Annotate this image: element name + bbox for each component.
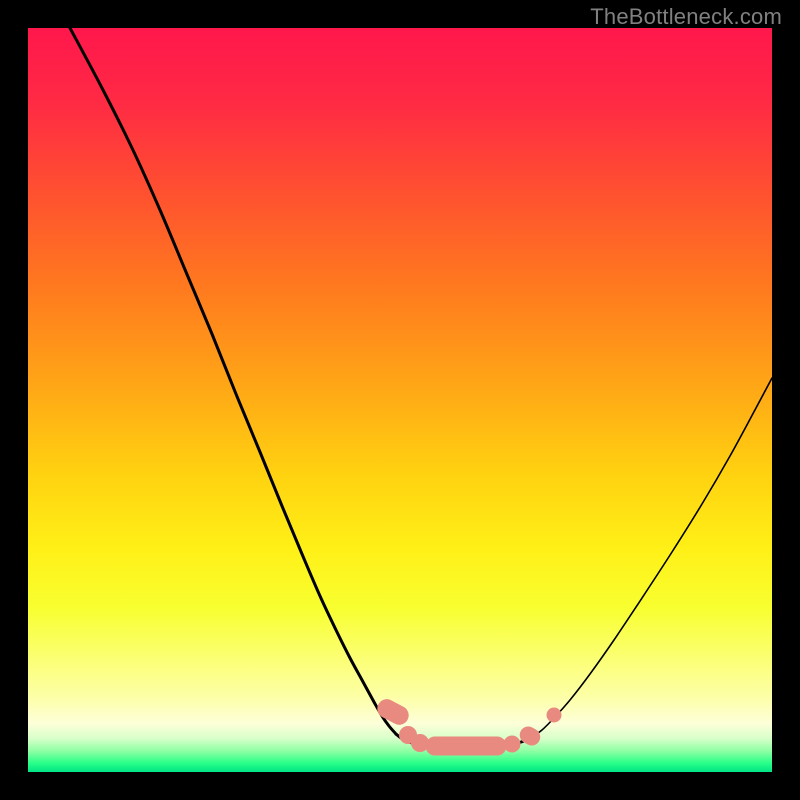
trough-marker (504, 736, 520, 752)
trough-marker (426, 737, 506, 755)
plot-area (0, 0, 800, 800)
trough-marker (547, 708, 561, 722)
chart-frame: TheBottleneck.com (0, 0, 800, 800)
watermark-text: TheBottleneck.com (590, 4, 782, 30)
